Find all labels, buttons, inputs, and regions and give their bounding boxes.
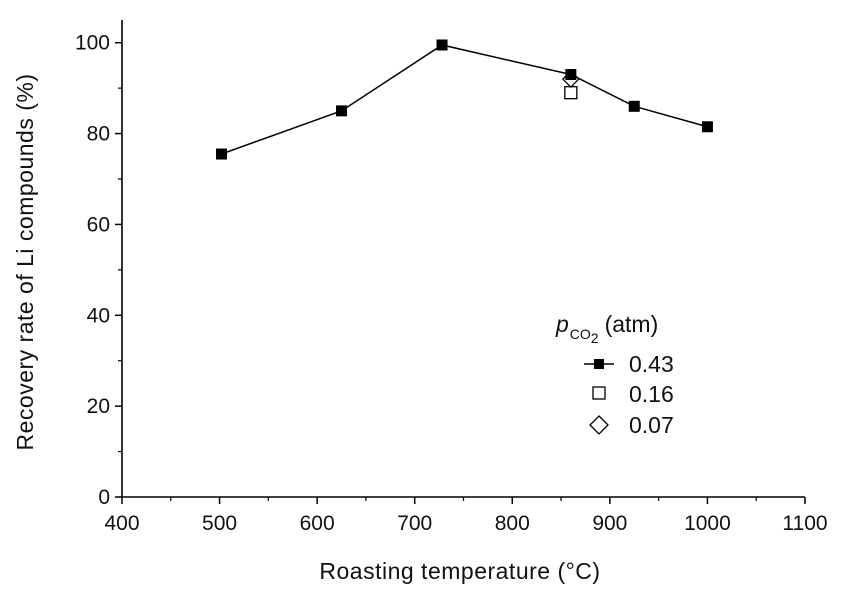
data-point-filled-square bbox=[216, 148, 228, 160]
series-0.43 bbox=[216, 39, 713, 160]
series-layer bbox=[216, 39, 713, 160]
x-tick-label: 1000 bbox=[684, 512, 731, 535]
x-tick-label: 800 bbox=[495, 512, 530, 535]
x-tick-label: 600 bbox=[300, 512, 335, 535]
series-0.07 bbox=[561, 70, 580, 88]
legend-label: 0.43 bbox=[629, 351, 674, 377]
legend-filled-square-marker bbox=[594, 359, 604, 369]
x-tick-label: 1100 bbox=[782, 512, 827, 535]
legend-open-diamond-marker bbox=[589, 415, 609, 435]
y-tick-label: 0 bbox=[98, 486, 110, 509]
legend-title-subsubscript: 2 bbox=[591, 330, 599, 346]
data-point-filled-square bbox=[565, 69, 577, 81]
series-line bbox=[221, 44, 708, 155]
x-tick-label: 900 bbox=[592, 512, 627, 535]
data-point-filled-square bbox=[336, 105, 348, 117]
data-point-filled-square bbox=[701, 121, 713, 133]
x-tick-label: 500 bbox=[202, 512, 237, 535]
x-axis-title: Roasting temperature (°C) bbox=[319, 558, 600, 584]
legend-title-unit: (atm) bbox=[605, 311, 659, 337]
legend-item-0.16: 0.16 bbox=[592, 381, 674, 407]
legend-item-0.07: 0.07 bbox=[589, 412, 674, 438]
data-point-filled-square bbox=[628, 100, 640, 112]
data-point-filled-square bbox=[436, 39, 448, 51]
data-point-open-square bbox=[564, 86, 578, 100]
legend-label: 0.16 bbox=[629, 381, 674, 407]
legend-title-subscript: CO bbox=[570, 326, 591, 342]
legend-title: pCO2 (atm) bbox=[555, 311, 658, 346]
y-tick-label: 40 bbox=[87, 304, 110, 327]
legend-title-symbol: p bbox=[555, 311, 569, 337]
axes bbox=[121, 20, 805, 498]
x-tick-label: 700 bbox=[397, 512, 432, 535]
legend-label: 0.07 bbox=[629, 412, 674, 438]
x-tick-label: 400 bbox=[104, 512, 139, 535]
legend: pCO2 (atm) 0.43 0.16 0.07 bbox=[555, 311, 674, 438]
legend-item-0.43: 0.43 bbox=[584, 351, 674, 377]
y-axis-ticks: 0 20 40 60 80 100 bbox=[75, 32, 122, 509]
data-point-open-diamond bbox=[561, 70, 580, 88]
x-axis-ticks: 400 500 600 700 800 900 1000 1100 bbox=[104, 497, 828, 535]
y-tick-label: 20 bbox=[87, 395, 110, 418]
legend-open-square-marker bbox=[592, 386, 606, 400]
y-tick-label: 80 bbox=[87, 123, 110, 146]
y-axis-title: Recovery rate of Li compounds (%) bbox=[12, 74, 38, 451]
y-tick-label: 100 bbox=[75, 32, 110, 55]
series-0.16 bbox=[564, 86, 578, 100]
y-tick-label: 60 bbox=[87, 213, 110, 236]
